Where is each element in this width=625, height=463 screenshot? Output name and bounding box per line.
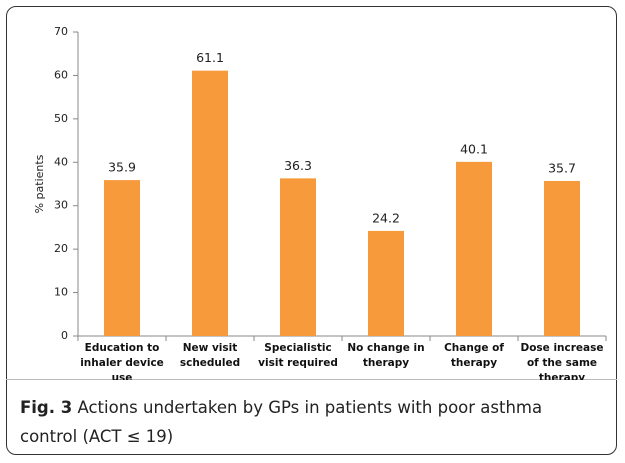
x-tick-label-box: New visit scheduled bbox=[179, 342, 241, 369]
x-tick-label: No change in therapy bbox=[347, 342, 425, 369]
y-tick-label: 70 bbox=[54, 25, 68, 38]
divider bbox=[6, 379, 617, 380]
caption-text: Actions undertaken by GPs in patients wi… bbox=[20, 398, 543, 446]
x-tick-label: Dose increase of the same therapy bbox=[520, 342, 604, 380]
data-label: 40.1 bbox=[460, 141, 488, 156]
bar bbox=[368, 230, 404, 336]
bar bbox=[104, 180, 140, 336]
x-tick-label-box: Education to inhaler device use bbox=[80, 342, 164, 380]
data-label: 35.7 bbox=[548, 160, 576, 175]
data-label: 35.9 bbox=[108, 160, 136, 175]
bar bbox=[456, 161, 492, 336]
y-tick-label: 20 bbox=[54, 242, 68, 255]
x-tick-label: Specialistic visit required bbox=[258, 342, 338, 369]
y-tick-label: 60 bbox=[54, 68, 68, 81]
y-tick-label: 50 bbox=[54, 112, 68, 125]
x-tick-label-box: No change in therapy bbox=[347, 342, 425, 369]
bar bbox=[544, 180, 580, 336]
y-tick-label: 40 bbox=[54, 155, 68, 168]
y-tick-label: 30 bbox=[54, 199, 68, 212]
x-tick-label: New visit scheduled bbox=[179, 342, 241, 369]
bar bbox=[280, 178, 316, 336]
caption-label: Fig. 3 bbox=[20, 398, 73, 417]
x-tick-label-box: Dose increase of the same therapy bbox=[520, 342, 604, 380]
data-label: 36.3 bbox=[284, 158, 312, 173]
x-tick-label: Education to inhaler device use bbox=[80, 342, 164, 380]
data-label: 24.2 bbox=[372, 210, 400, 225]
y-tick-label: 0 bbox=[61, 329, 68, 342]
bar bbox=[192, 70, 228, 336]
y-tick-label: 10 bbox=[54, 286, 68, 299]
x-tick-label-box: Specialistic visit required bbox=[258, 342, 338, 369]
figure-frame bbox=[6, 6, 617, 455]
data-label: 61.1 bbox=[196, 50, 224, 65]
x-tick-label-box: Change of therapy bbox=[444, 342, 504, 369]
y-axis-label: % patients bbox=[33, 154, 46, 213]
caption: Fig. 3 Actions undertaken by GPs in pati… bbox=[20, 393, 600, 451]
chart: % patients 0 10 20 30 40 50 60 70 Education to i… bbox=[33, 25, 607, 380]
x-tick-label: Change of therapy bbox=[444, 342, 504, 369]
